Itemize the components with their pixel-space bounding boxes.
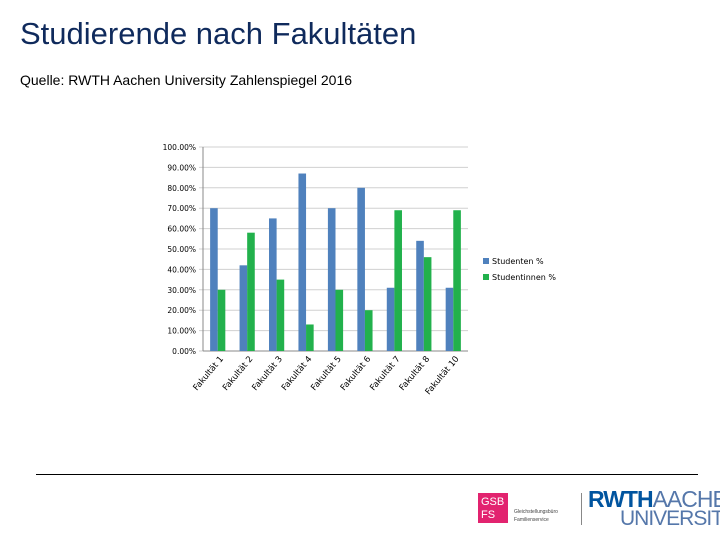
bar-series1-8 xyxy=(416,240,424,351)
legend-label-1: Studenten % xyxy=(492,257,544,266)
rwth-logo-bold: RWTH xyxy=(588,486,654,512)
bar-series2-7 xyxy=(394,210,402,351)
bar-series2-8 xyxy=(423,257,432,351)
y-tick-label: 100.00% xyxy=(163,143,196,152)
rwth-logo-university: UNIVERSITY xyxy=(620,507,720,530)
gsb-subtitle-1: Gleichstellungsbüro xyxy=(514,509,558,515)
gsb-logo-text: GSB xyxy=(481,496,505,508)
bar-series1-7 xyxy=(386,287,395,351)
gsb-logo: GSB FS xyxy=(478,493,508,523)
bar-series2-9 xyxy=(453,210,461,351)
y-tick-label: 20.00% xyxy=(167,306,196,315)
y-tick-label: 40.00% xyxy=(167,265,196,274)
y-tick-label: 10.00% xyxy=(167,327,196,336)
bar-series1-4 xyxy=(298,173,307,351)
bar-series1-3 xyxy=(269,218,277,351)
legend-swatch-2 xyxy=(483,274,489,280)
page-title: Studierende nach Fakultäten xyxy=(20,16,417,51)
bar-series1-5 xyxy=(327,208,336,351)
footer-divider xyxy=(36,474,698,475)
y-tick-label: 70.00% xyxy=(167,204,196,213)
rwth-logo-light: AACHEN xyxy=(652,486,720,512)
gsb-subtitle-2: Familienservice xyxy=(514,517,549,523)
bar-chart: 0.00% 10.00% 20.00% 30.00% 40.00% 50.00% 60.00… xyxy=(163,143,557,397)
bar-series2-1 xyxy=(217,289,226,351)
source-note: Quelle: RWTH Aachen University Zahlenspi… xyxy=(20,72,353,88)
bar-series2-4 xyxy=(306,324,314,351)
bar-series2-6 xyxy=(364,310,373,351)
rwth-logo: RWTHAACHEN xyxy=(588,488,720,511)
y-tick-label: 80.00% xyxy=(167,184,196,193)
bar-series1-1 xyxy=(210,208,218,351)
y-tick-label: 0.00% xyxy=(172,347,196,356)
y-tick-label: 60.00% xyxy=(167,225,196,234)
bar-series1-2 xyxy=(239,265,248,351)
bar-series2-5 xyxy=(335,289,344,351)
legend-label-2: Studentinnen % xyxy=(492,273,556,282)
bar-series2-3 xyxy=(276,279,285,351)
y-tick-label: 50.00% xyxy=(167,245,196,254)
bar-series1-9 xyxy=(445,287,454,351)
bar-series1-6 xyxy=(357,187,365,351)
logo-separator xyxy=(581,493,582,525)
legend-swatch-1 xyxy=(483,258,489,264)
y-tick-label: 90.00% xyxy=(167,163,196,172)
fs-logo-text: FS xyxy=(481,509,496,521)
bar-series2-2 xyxy=(247,232,255,351)
y-tick-label: 30.00% xyxy=(167,286,196,295)
